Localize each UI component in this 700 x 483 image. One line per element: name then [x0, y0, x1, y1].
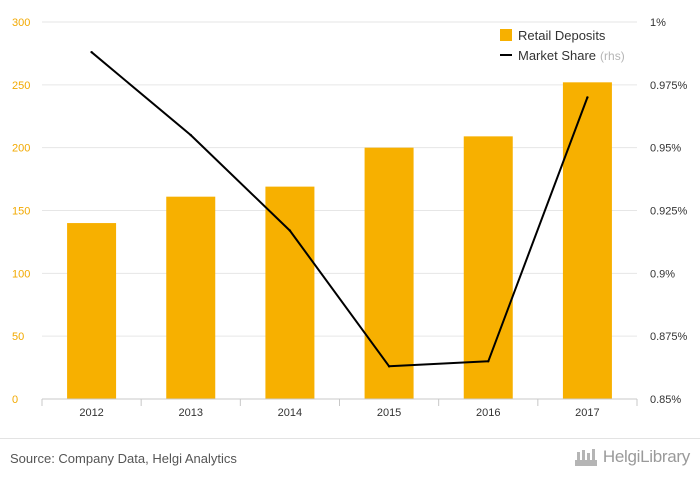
axes: 0 50 100 150 200 250 300 0.85% 0.875% 0.9% 0.925% 0…	[12, 17, 688, 419]
bar	[67, 223, 117, 399]
bar	[364, 147, 414, 399]
legend-rhs-note: (rhs)	[600, 49, 625, 63]
line-point	[487, 360, 490, 363]
source-note: Source: Company Data, Helgi Analytics	[10, 451, 237, 466]
y-right-tick-label: 0.875%	[650, 331, 688, 343]
y-right-tick-label: 0.85%	[650, 394, 681, 406]
y-right-tick-label: 0.975%	[650, 80, 688, 92]
legend-swatch-bar	[500, 29, 512, 41]
bar	[562, 82, 612, 399]
y-left-tick-label: 100	[12, 268, 30, 280]
y-right-tick-label: 0.9%	[650, 268, 675, 280]
line-point	[586, 96, 589, 99]
market-share-line	[90, 51, 589, 368]
line-point	[288, 229, 292, 232]
y-right-tick-label: 0.95%	[650, 143, 681, 155]
library-logo-icon	[574, 449, 597, 466]
legend-label-line-name: Market Share	[518, 48, 596, 63]
bar	[463, 136, 513, 399]
line-point	[387, 365, 391, 368]
x-tick-label: 2014	[278, 407, 302, 419]
y-left-tick-label: 250	[12, 80, 30, 92]
footer-divider	[0, 438, 700, 439]
bar	[265, 186, 315, 399]
grid	[42, 21, 637, 337]
bar	[166, 196, 216, 399]
y-left-tick-label: 300	[12, 17, 30, 29]
legend-label-line: Market Share (rhs)	[518, 48, 625, 63]
y-left-tick-label: 200	[12, 143, 30, 155]
x-tick-label: 2012	[79, 407, 103, 419]
logo-text: HelgiLibrary	[602, 447, 690, 466]
x-tick-label: 2017	[575, 407, 599, 419]
y-left-tick-label: 50	[12, 331, 24, 343]
x-tick-label: 2016	[476, 407, 500, 419]
helgi-library-logo[interactable]: HelgiLibrary	[574, 446, 690, 468]
legend-label-bar: Retail Deposits	[518, 28, 606, 43]
line-point	[189, 133, 192, 137]
bar-series	[67, 82, 612, 399]
legend: Retail Deposits Market Share (rhs)	[500, 28, 625, 63]
line-point	[90, 50, 93, 54]
line-series	[90, 50, 589, 368]
chart-svg: 0 50 100 150 200 250 300 0.85% 0.875% 0.9% 0.925% 0…	[12, 17, 688, 419]
y-right-tick-label: 0.925%	[650, 206, 688, 218]
y-right-tick-label: 1%	[650, 17, 666, 29]
x-tick-label: 2013	[179, 407, 203, 419]
y-left-tick-label: 0	[12, 394, 18, 406]
x-tick-label: 2015	[377, 407, 401, 419]
y-left-tick-label: 150	[12, 206, 30, 218]
